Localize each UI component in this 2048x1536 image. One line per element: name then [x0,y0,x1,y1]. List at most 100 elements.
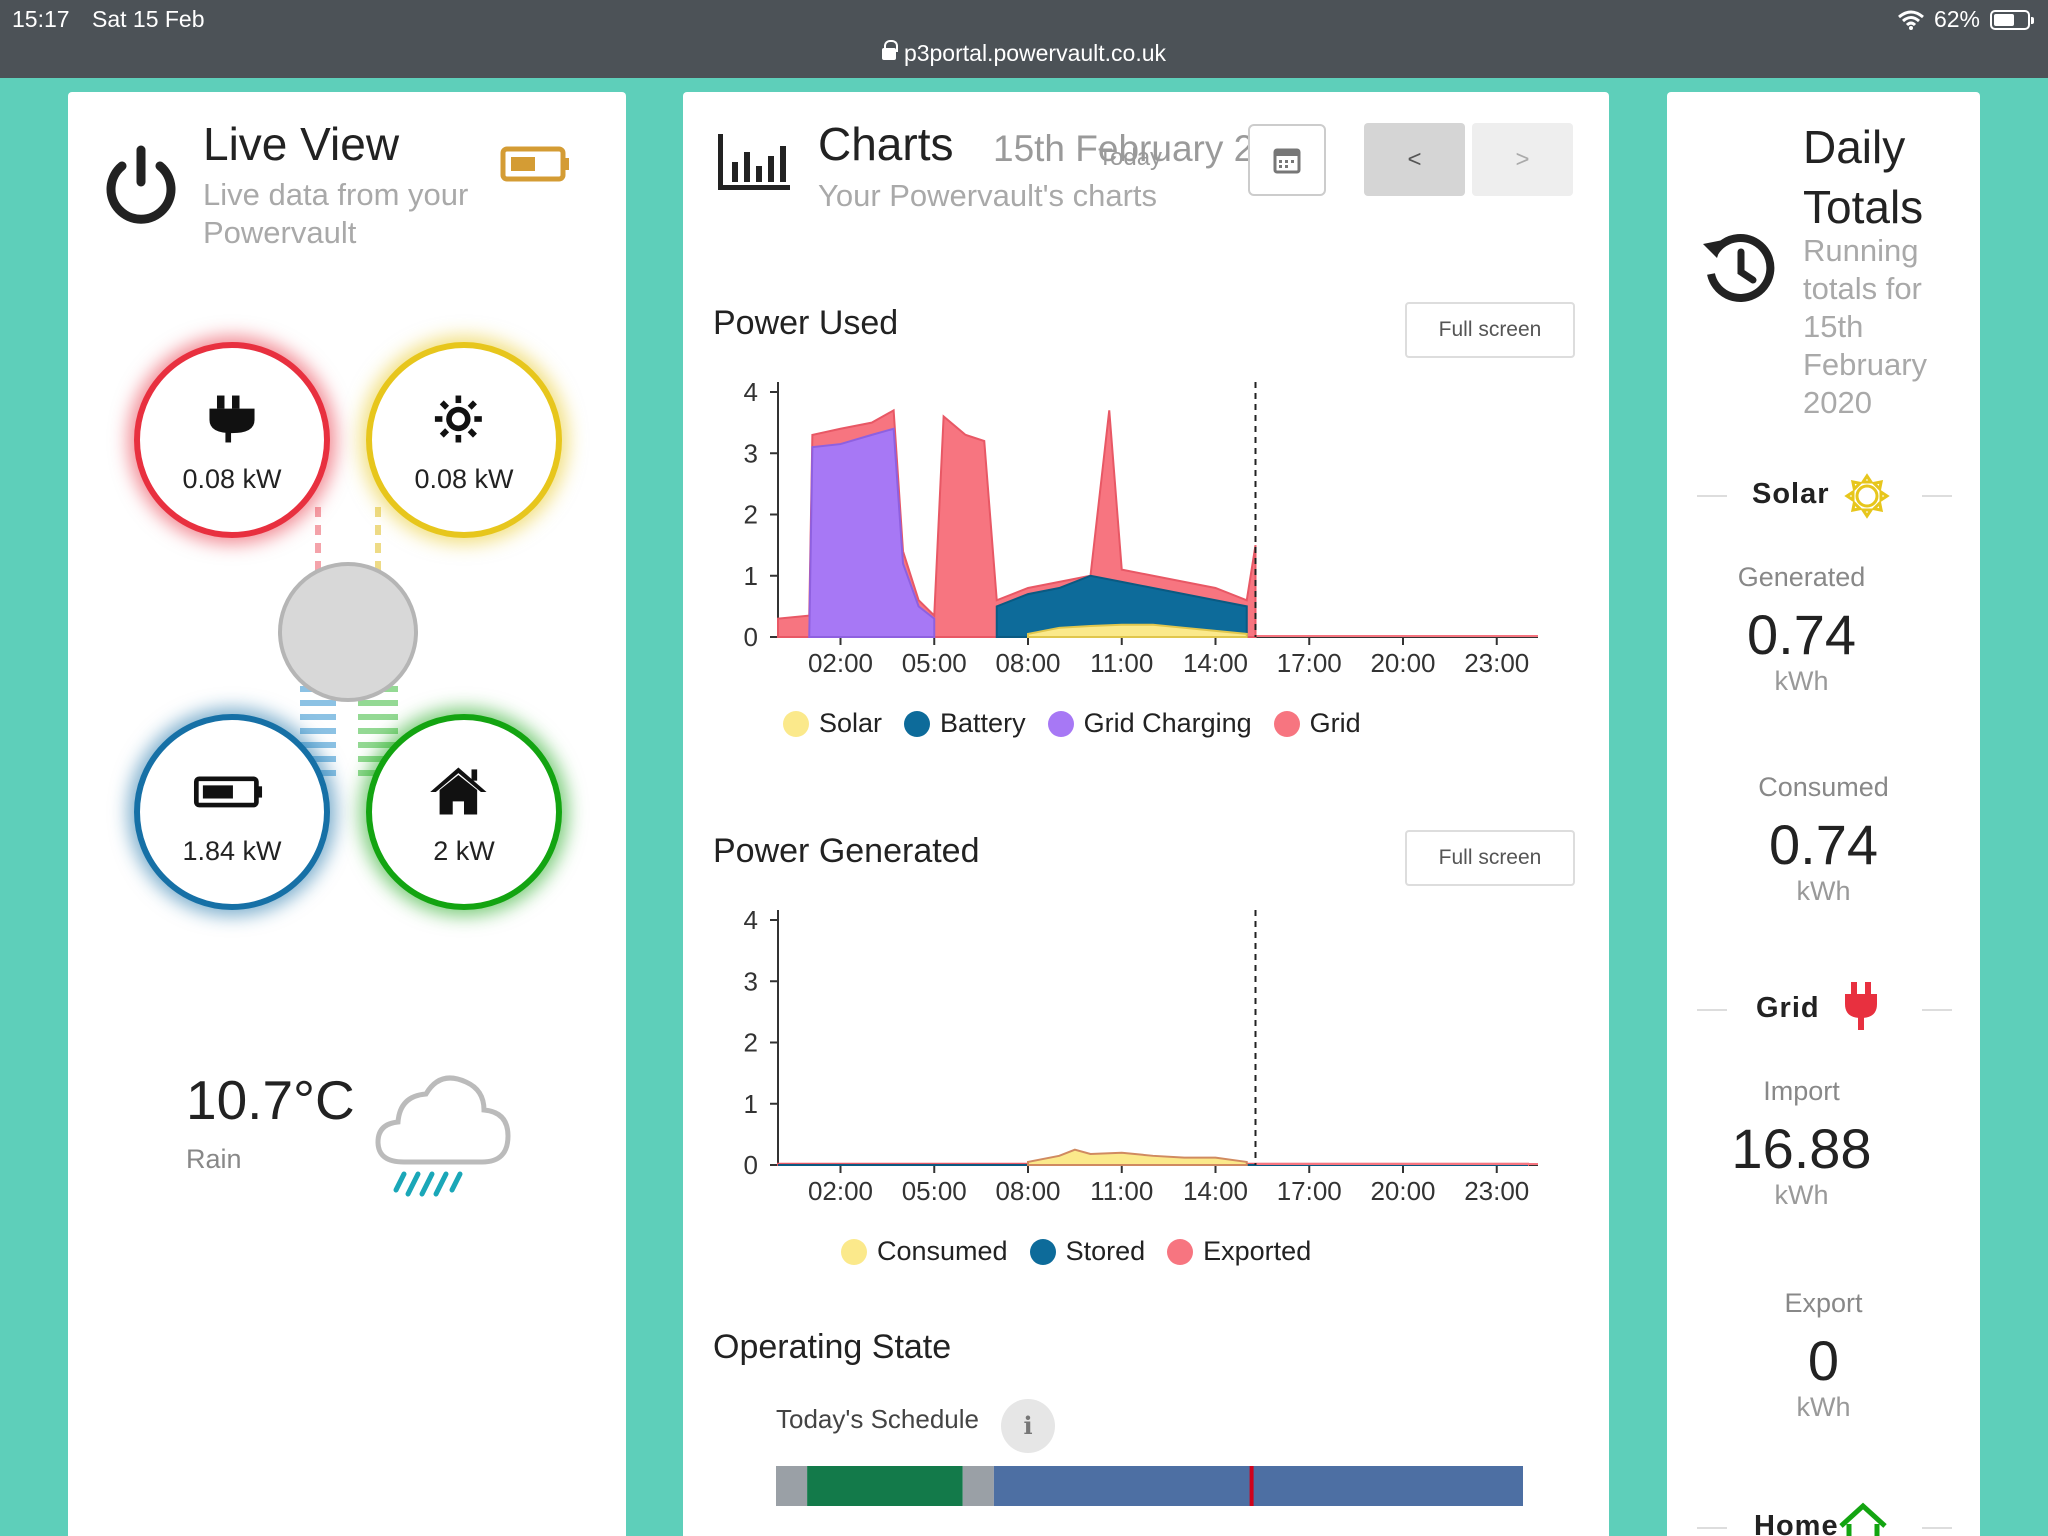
grid-import-unit: kWh [1774,1180,1829,1210]
house-icon [430,767,487,815]
x-tick-label: 08:00 [995,648,1060,678]
legend-swatch-stored [1029,1238,1056,1265]
status-date: Sat 15 Feb [92,6,205,32]
grid-section-label: Grid [1756,992,1820,1024]
live-view-card: Live View Live data from your Powervault… [68,92,626,1536]
previous-day-button[interactable]: < [1364,123,1465,196]
legend-item-consumed[interactable]: Consumed [841,1236,1008,1267]
y-tick-label: 2 [744,500,758,530]
divider [1922,1527,1952,1529]
schedule-segment [993,1466,1523,1506]
address-bar[interactable]: p3portal.powervault.co.uk [0,40,2048,67]
grid-export-label: Export [1784,1288,1863,1318]
url-text: p3portal.powervault.co.uk [903,40,1167,66]
y-tick-label: 4 [744,905,758,935]
grid-import-value: 16.88 [1731,1117,1872,1180]
x-tick-label: 17:00 [1277,1176,1342,1206]
grid-section-header: Grid [1697,980,1952,1040]
power-generated-legend: Consumed Stored Exported [841,1236,1311,1267]
power-used-legend: Solar Battery Grid Charging Grid [783,708,1361,739]
bar-chart-icon [718,134,790,190]
operating-state-title: Operating State [713,1328,952,1366]
x-tick-label: 05:00 [902,648,967,678]
grid-export-value: 0 [1807,1329,1840,1392]
plug-icon [209,395,255,443]
solar-generated-unit: kWh [1774,666,1829,696]
schedule-segment [776,1466,808,1506]
charts-title: Charts [818,118,954,170]
solar-consumed-unit: kWh [1796,876,1851,906]
rain-cloud-icon [375,1075,511,1197]
battery-power-value: 1.84 kW [182,836,282,866]
divider [1922,495,1952,497]
schedule-label: Today's Schedule [776,1404,979,1434]
weather-condition: Rain [186,1144,242,1174]
solar-power-circle[interactable]: 0.08 kW [366,342,562,538]
y-tick-label: 3 [744,966,758,996]
power-icon [106,145,176,224]
battery-power-circle[interactable]: 1.84 kW [134,714,330,910]
legend-item-grid[interactable]: Grid [1273,708,1361,739]
calendar-button[interactable] [1248,124,1326,196]
info-icon[interactable]: i [1001,1399,1055,1453]
grid-import-label: Import [1763,1076,1840,1106]
sun-icon [1844,473,1890,519]
home-section-header: Home [1697,1498,1952,1536]
grid-export-unit: kWh [1796,1392,1851,1422]
legend-item-stored[interactable]: Stored [1029,1236,1146,1267]
daily-totals-subtitle: Running totals for 15th February 2020 [1803,233,1928,420]
legend-label-stored: Stored [1065,1236,1146,1266]
y-tick-label: 0 [744,622,758,652]
divider [1922,1009,1952,1011]
plug-icon [1845,982,1877,1030]
legend-label-consumed: Consumed [877,1236,1008,1266]
legend-label-grid: Grid [1309,708,1361,738]
status-time: 15:17 [12,6,70,32]
y-tick-label: 3 [744,438,758,468]
daily-totals-card: Daily Totals Running totals for 15th Feb… [1667,92,1980,1536]
schedule-now-marker [1249,1466,1254,1506]
battery-percent: 62% [1933,6,1980,32]
legend-item-battery[interactable]: Battery [904,708,1026,739]
divider [1697,1527,1727,1529]
x-tick-label: 02:00 [808,1176,873,1206]
series-area-consumed [1027,1148,1248,1166]
legend-item-solar[interactable]: Solar [783,708,882,739]
x-tick-label: 02:00 [808,648,873,678]
legend-label-grid-charging: Grid Charging [1083,708,1252,738]
wifi-icon [1897,10,1924,30]
x-tick-label: 23:00 [1464,1176,1529,1206]
series-area-solar [1027,623,1248,638]
home-section-label: Home [1754,1510,1839,1536]
live-view-subtitle: Live data from your Powervault [203,177,469,250]
power-generated-title: Power Generated [713,832,980,870]
calendar-icon [1273,148,1301,174]
schedule-segment [807,1466,963,1506]
battery-status-icon[interactable] [500,144,572,184]
home-power-circle[interactable]: 2 kW [366,714,562,910]
x-tick-label: 14:00 [1183,1176,1248,1206]
x-tick-label: 08:00 [995,1176,1060,1206]
series-area-battery [995,574,1248,638]
grid-power-circle[interactable]: 0.08 kW [134,342,330,538]
lock-icon [881,40,898,60]
solar-section-header: Solar [1697,466,1952,526]
legend-swatch-battery [904,710,931,737]
divider [1697,1009,1727,1011]
device-battery-icon [1990,9,2034,30]
power-generated-fullscreen-button[interactable]: Full screen [1405,830,1575,886]
series-area-grid-charging [808,427,936,638]
solar-section-label: Solar [1752,478,1830,510]
daily-totals-title: Daily Totals [1803,121,1924,233]
power-used-fullscreen-button[interactable]: Full screen [1405,302,1575,358]
power-used-title: Power Used [713,304,899,342]
next-day-button[interactable]: > [1472,123,1573,196]
legend-label-solar: Solar [819,708,883,738]
y-tick-label: 0 [744,1150,758,1180]
solar-generated-label: Generated [1737,562,1866,592]
legend-item-grid-charging[interactable]: Grid Charging [1047,708,1252,739]
x-tick-label: 17:00 [1277,648,1342,678]
legend-item-exported[interactable]: Exported [1167,1236,1311,1267]
weather-temperature: 10.7°C [186,1069,355,1131]
y-tick-label: 1 [744,1089,758,1119]
